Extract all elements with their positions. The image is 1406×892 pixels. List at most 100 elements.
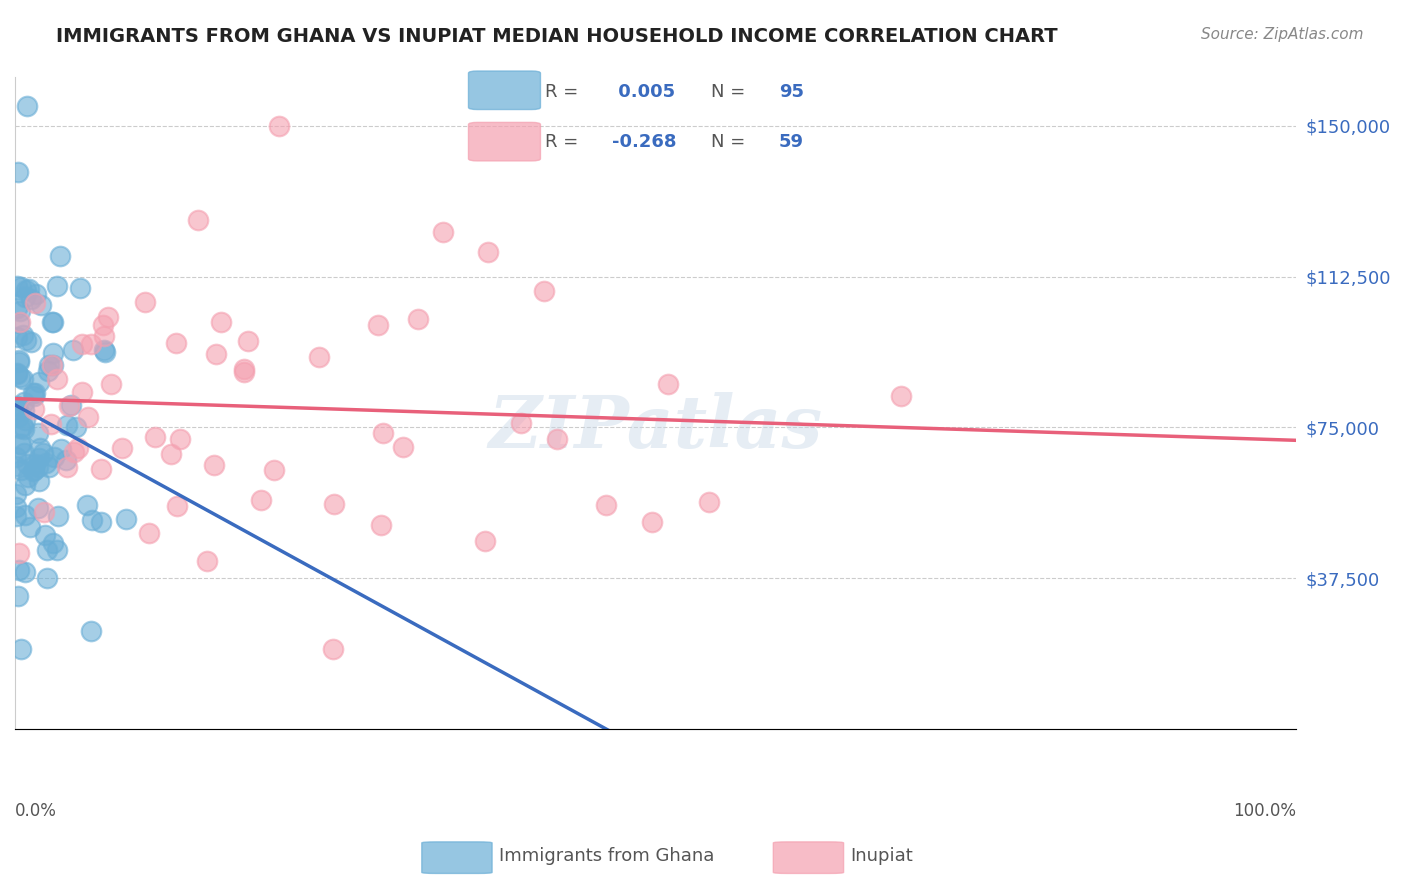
Immigrants from Ghana	[21, 464, 44, 478]
Immigrants from Ghana	[15, 458, 38, 472]
Immigrants from Ghana	[59, 397, 82, 411]
Immigrants from Ghana	[14, 566, 37, 580]
Immigrants from Ghana	[49, 249, 72, 263]
Immigrants from Ghana	[93, 343, 115, 357]
Text: 0.0%: 0.0%	[15, 802, 56, 820]
Immigrants from Ghana	[7, 355, 30, 369]
Inupiat	[41, 359, 63, 373]
Immigrants from Ghana	[30, 298, 52, 312]
Immigrants from Ghana	[24, 386, 46, 401]
Inupiat	[56, 459, 79, 474]
Text: IMMIGRANTS FROM GHANA VS INUPIAT MEDIAN HOUSEHOLD INCOME CORRELATION CHART: IMMIGRANTS FROM GHANA VS INUPIAT MEDIAN …	[56, 27, 1057, 45]
Inupiat	[7, 545, 30, 559]
Inupiat	[160, 446, 183, 460]
Immigrants from Ghana	[10, 641, 32, 656]
Immigrants from Ghana	[80, 624, 103, 638]
Text: Source: ZipAtlas.com: Source: ZipAtlas.com	[1201, 27, 1364, 42]
Inupiat	[70, 337, 93, 351]
Inupiat	[406, 311, 429, 326]
Immigrants from Ghana	[27, 426, 49, 441]
Immigrants from Ghana	[8, 563, 31, 577]
Immigrants from Ghana	[18, 520, 41, 534]
Inupiat	[77, 409, 100, 424]
Inupiat	[697, 495, 720, 509]
Immigrants from Ghana	[24, 457, 46, 471]
Inupiat	[138, 525, 160, 540]
Inupiat	[111, 442, 134, 456]
Immigrants from Ghana	[10, 280, 32, 294]
Inupiat	[97, 310, 120, 324]
Immigrants from Ghana	[62, 343, 84, 357]
Immigrants from Ghana	[7, 352, 30, 367]
Immigrants from Ghana	[6, 487, 28, 501]
Immigrants from Ghana	[6, 459, 28, 474]
Inupiat	[370, 517, 392, 532]
Inupiat	[250, 493, 273, 508]
Immigrants from Ghana	[41, 315, 63, 329]
Immigrants from Ghana	[65, 420, 87, 434]
Immigrants from Ghana	[18, 282, 41, 296]
Immigrants from Ghana	[28, 451, 51, 466]
Immigrants from Ghana	[93, 345, 115, 359]
Immigrants from Ghana	[8, 370, 31, 384]
Inupiat	[79, 337, 101, 351]
Text: N =: N =	[711, 133, 751, 151]
Immigrants from Ghana	[13, 446, 35, 460]
Immigrants from Ghana	[34, 528, 56, 542]
Inupiat	[58, 399, 80, 413]
Inupiat	[187, 213, 209, 227]
Immigrants from Ghana	[14, 508, 37, 522]
Inupiat	[373, 425, 395, 440]
FancyBboxPatch shape	[773, 842, 844, 873]
Text: Inupiat: Inupiat	[851, 847, 914, 865]
Immigrants from Ghana	[13, 394, 35, 409]
Immigrants from Ghana	[6, 500, 28, 514]
Inupiat	[205, 347, 228, 361]
Inupiat	[322, 641, 344, 656]
Inupiat	[39, 417, 62, 431]
Inupiat	[24, 296, 46, 310]
Immigrants from Ghana	[17, 470, 39, 484]
Immigrants from Ghana	[8, 437, 31, 451]
Immigrants from Ghana	[14, 412, 37, 426]
Immigrants from Ghana	[13, 402, 35, 417]
Immigrants from Ghana	[7, 165, 30, 179]
Immigrants from Ghana	[46, 279, 69, 293]
Inupiat	[510, 416, 533, 430]
Text: ZIPatlas: ZIPatlas	[488, 392, 823, 463]
Inupiat	[233, 361, 256, 376]
Inupiat	[165, 335, 187, 350]
Text: R =: R =	[546, 84, 583, 102]
Immigrants from Ghana	[82, 513, 104, 527]
Inupiat	[90, 461, 112, 475]
Immigrants from Ghana	[6, 368, 28, 382]
Immigrants from Ghana	[35, 571, 58, 585]
Inupiat	[657, 376, 679, 391]
Text: 100.0%: 100.0%	[1233, 802, 1296, 820]
Immigrants from Ghana	[31, 446, 53, 460]
Immigrants from Ghana	[13, 419, 35, 434]
Immigrants from Ghana	[22, 385, 45, 400]
Immigrants from Ghana	[46, 509, 69, 524]
Inupiat	[209, 315, 232, 329]
Immigrants from Ghana	[69, 281, 91, 295]
Inupiat	[32, 505, 55, 519]
Inupiat	[367, 318, 389, 333]
Inupiat	[143, 430, 166, 444]
Inupiat	[91, 318, 114, 332]
Immigrants from Ghana	[22, 389, 45, 403]
Inupiat	[8, 315, 31, 329]
Immigrants from Ghana	[8, 304, 31, 318]
Immigrants from Ghana	[37, 364, 59, 378]
Immigrants from Ghana	[49, 442, 72, 456]
Immigrants from Ghana	[27, 501, 49, 516]
Immigrants from Ghana	[42, 536, 65, 550]
Inupiat	[45, 372, 67, 386]
Immigrants from Ghana	[42, 315, 65, 329]
Immigrants from Ghana	[13, 422, 35, 436]
Immigrants from Ghana	[28, 441, 51, 455]
Immigrants from Ghana	[42, 346, 65, 360]
Immigrants from Ghana	[7, 410, 30, 425]
Inupiat	[134, 294, 156, 309]
Inupiat	[890, 389, 912, 403]
